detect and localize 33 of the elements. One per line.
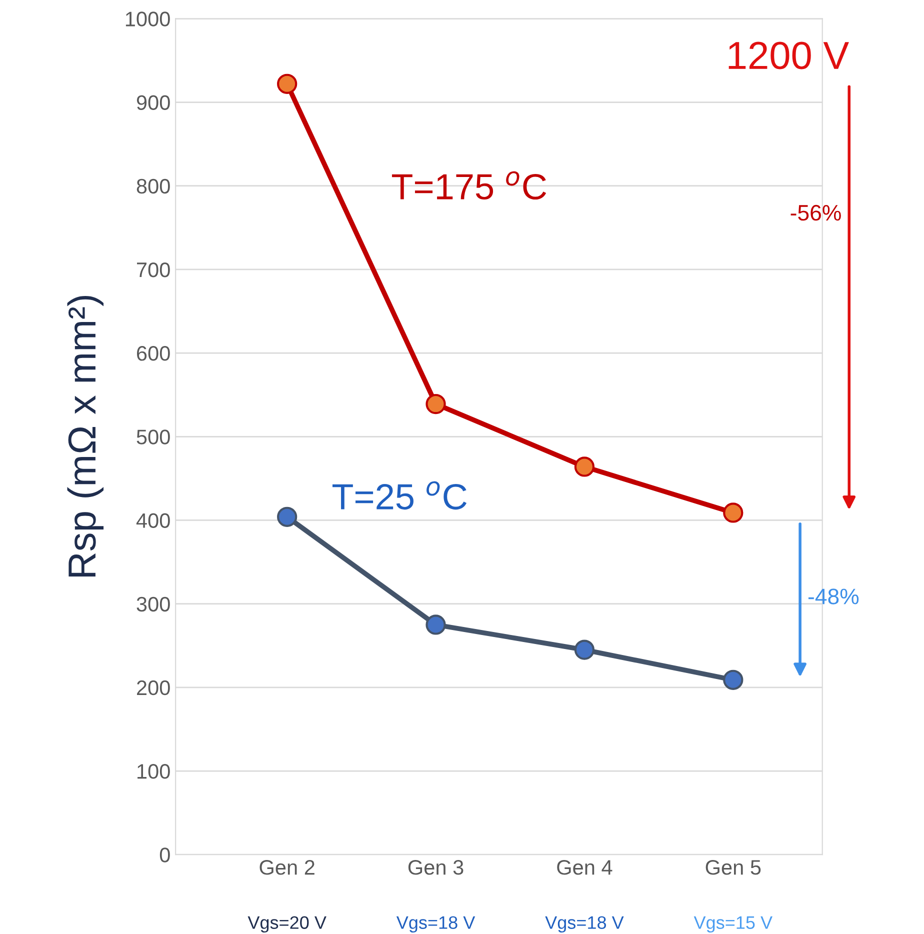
- y-tick-label: 800: [136, 178, 170, 194]
- point: [574, 640, 595, 660]
- y-tick-label: 600: [137, 346, 170, 361]
- text: Vgs=18 V: [545, 916, 624, 933]
- y-tick-label: 500: [136, 430, 170, 444]
- point: [426, 614, 446, 635]
- text: Vgs=18 V: [396, 916, 476, 933]
- y-tick-label: 900: [136, 95, 170, 110]
- x-tick-label: Gen 4: [557, 860, 612, 875]
- y-tick-label: 400: [136, 513, 170, 528]
- series-label: T=175 $^{o}$C: [392, 171, 546, 200]
- x-tick-label: Gen 3: [408, 860, 464, 875]
- point: [277, 506, 298, 527]
- point: [574, 456, 595, 477]
- y-axis-title: Rsp (mΩ x mm²): [67, 296, 104, 577]
- y-tick-label: 0: [160, 848, 170, 862]
- point: [426, 394, 446, 414]
- point: [277, 74, 298, 94]
- y-tick-label: 1000: [126, 12, 170, 26]
- text: Vgs=20 V: [248, 916, 326, 933]
- annotation: -48%: [808, 588, 859, 604]
- annotation: -56%: [790, 204, 841, 221]
- x-tick-label: Gen 5: [706, 860, 761, 875]
- series-label: T=25 $^{o}$C: [332, 481, 467, 510]
- x-tick-label: Gen 2: [260, 860, 314, 875]
- y-tick-label: 100: [138, 764, 170, 779]
- y-tick-label: 700: [137, 262, 170, 278]
- text: Vgs=15 V: [694, 916, 772, 933]
- point: [723, 670, 744, 690]
- annotation: 1200 V: [728, 42, 849, 70]
- y-tick-label: 300: [136, 596, 170, 612]
- point: [723, 502, 744, 523]
- y-tick-label: 200: [136, 680, 170, 696]
